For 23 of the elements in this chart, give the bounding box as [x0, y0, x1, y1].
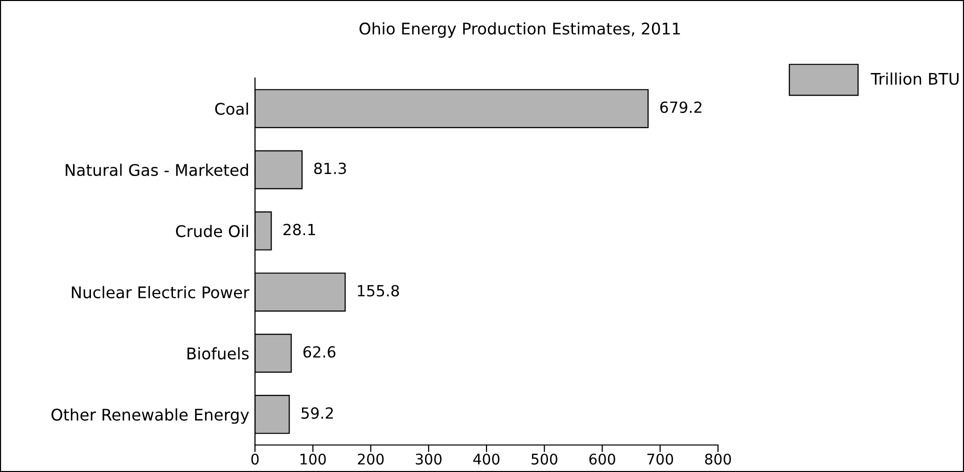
x-tick-label: 500	[532, 454, 558, 465]
x-tick-label: 400	[473, 454, 500, 465]
y-tick-label: Natural Gas - Marketed	[66, 164, 248, 176]
y-tick-label: Nuclear Electric Power	[72, 286, 250, 298]
x-tick-label: 0	[251, 454, 259, 465]
data-label: 62.6	[303, 346, 336, 358]
y-tick-label: Crude Oil	[176, 224, 248, 238]
legend-label: Trillion BTU	[870, 72, 959, 85]
data-label: 679.2	[660, 101, 702, 114]
x-tick-label: 700	[647, 454, 674, 465]
y-tick-label: Biofuels	[188, 347, 249, 360]
data-label: 155.8	[358, 284, 399, 297]
x-tick-label: 800	[705, 454, 731, 465]
x-tick-label: 600	[589, 454, 616, 465]
chart-title: Ohio Energy Production Estimates, 2011	[360, 22, 680, 38]
x-tick-label: 300	[416, 454, 442, 465]
y-tick-label: Other Renewable Energy	[52, 408, 249, 424]
x-tick-label: 100	[300, 454, 326, 465]
y-tick-label: Coal	[215, 102, 248, 115]
x-tick-label: 200	[358, 454, 384, 465]
data-label: 59.2	[302, 407, 333, 419]
data-label: 81.3	[314, 162, 346, 174]
data-label: 28.1	[283, 224, 315, 236]
